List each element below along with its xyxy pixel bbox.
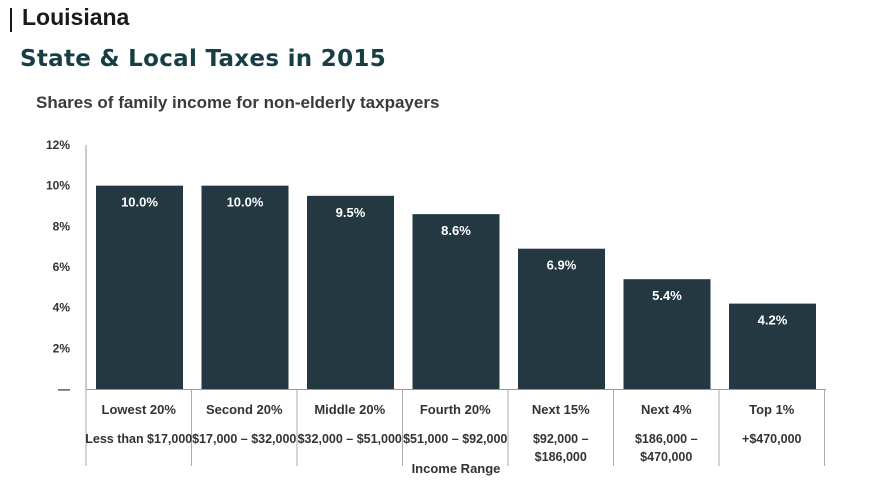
bar-value-label: 9.5% <box>336 205 366 220</box>
bar-value-label: 10.0% <box>227 195 264 210</box>
category-label: Top 1% <box>749 402 795 417</box>
bar <box>623 279 711 389</box>
y-tick-label: 12% <box>46 138 70 152</box>
bar <box>518 248 605 389</box>
bar <box>412 214 500 389</box>
range-label: +$470,000 <box>742 432 801 446</box>
bar <box>96 185 183 389</box>
category-label: Lowest 20% <box>102 402 177 417</box>
category-label: Next 4% <box>641 402 692 417</box>
bar <box>307 195 394 389</box>
y-tick-label: 2% <box>53 341 71 355</box>
range-label: Less than $17,000 <box>85 432 192 446</box>
category-label: Middle 20% <box>314 402 385 417</box>
state-accent-bar <box>10 8 12 32</box>
page-title: State & Local Taxes in 2015 <box>20 46 387 72</box>
bar-value-label: 4.2% <box>758 313 788 328</box>
range-label: $32,000 – $51,000 <box>298 432 402 446</box>
range-label: $186,000 <box>535 450 587 464</box>
bar <box>729 303 816 389</box>
category-label: Second 20% <box>206 402 283 417</box>
y-tick-label: 4% <box>53 301 71 315</box>
y-tick-label: — <box>58 382 70 396</box>
state-title: Louisiana <box>22 4 130 30</box>
bar-value-label: 8.6% <box>441 223 471 238</box>
range-label: $51,000 – $92,000 <box>403 432 507 446</box>
bar <box>201 185 289 389</box>
y-tick-label: 8% <box>53 219 71 233</box>
bar-value-label: 10.0% <box>121 195 158 210</box>
category-label: Fourth 20% <box>420 402 491 417</box>
range-label: $186,000 – <box>635 432 698 446</box>
range-label: $470,000 <box>640 450 692 464</box>
range-label: $92,000 – <box>533 432 589 446</box>
bar-value-label: 6.9% <box>547 258 577 273</box>
y-tick-label: 10% <box>46 179 70 193</box>
range-label: $17,000 – $32,000 <box>192 432 296 446</box>
chart-title: Shares of family income for non-elderly … <box>36 93 440 112</box>
x-axis-title: Income Range <box>412 461 501 476</box>
category-label: Next 15% <box>532 402 590 417</box>
bar-value-label: 5.4% <box>652 288 682 303</box>
y-tick-label: 6% <box>53 260 71 274</box>
